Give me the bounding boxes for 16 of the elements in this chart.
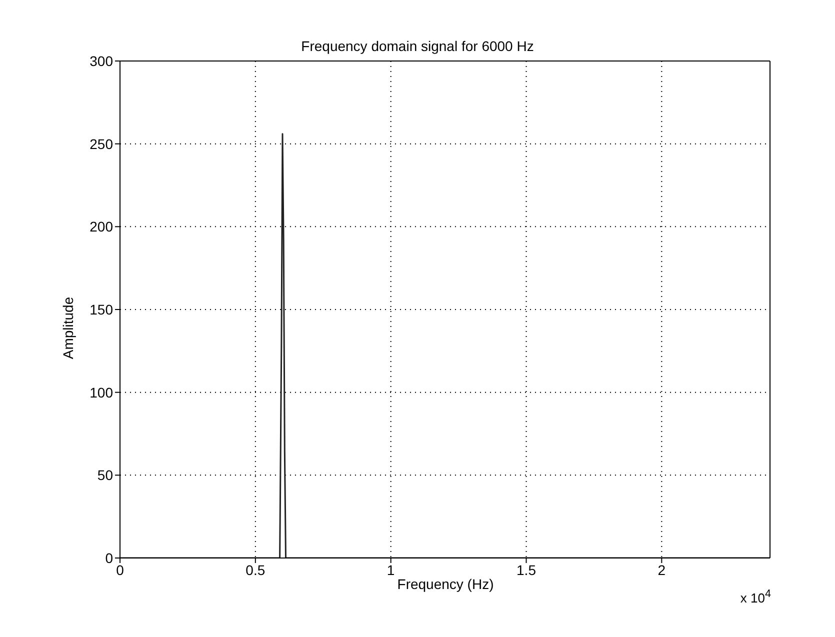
y-tick-label: 100 (90, 384, 114, 400)
x-tick-label: 1 (386, 562, 395, 578)
y-tick-label: 300 (90, 52, 114, 69)
x-tick-label: 2 (658, 562, 666, 578)
x-tick-label: 1.5 (516, 562, 536, 578)
x-tick-label: 0.5 (246, 562, 266, 578)
y-tick-label: 50 (97, 467, 114, 484)
chart-title: Frequency domain signal for 6000 Hz (300, 38, 535, 54)
y-tick-label: 0 (105, 550, 114, 566)
x-tick-label: 0 (116, 562, 124, 578)
y-tick-label: 250 (90, 136, 114, 152)
x-axis-title: Frequency (Hz) (397, 576, 494, 592)
text: x 10$^{4}$ (740, 588, 771, 606)
y-tick-label: 200 (90, 218, 114, 235)
y-axis-title: Amplitude (60, 296, 76, 360)
y-tick-label: 150 (90, 301, 114, 318)
